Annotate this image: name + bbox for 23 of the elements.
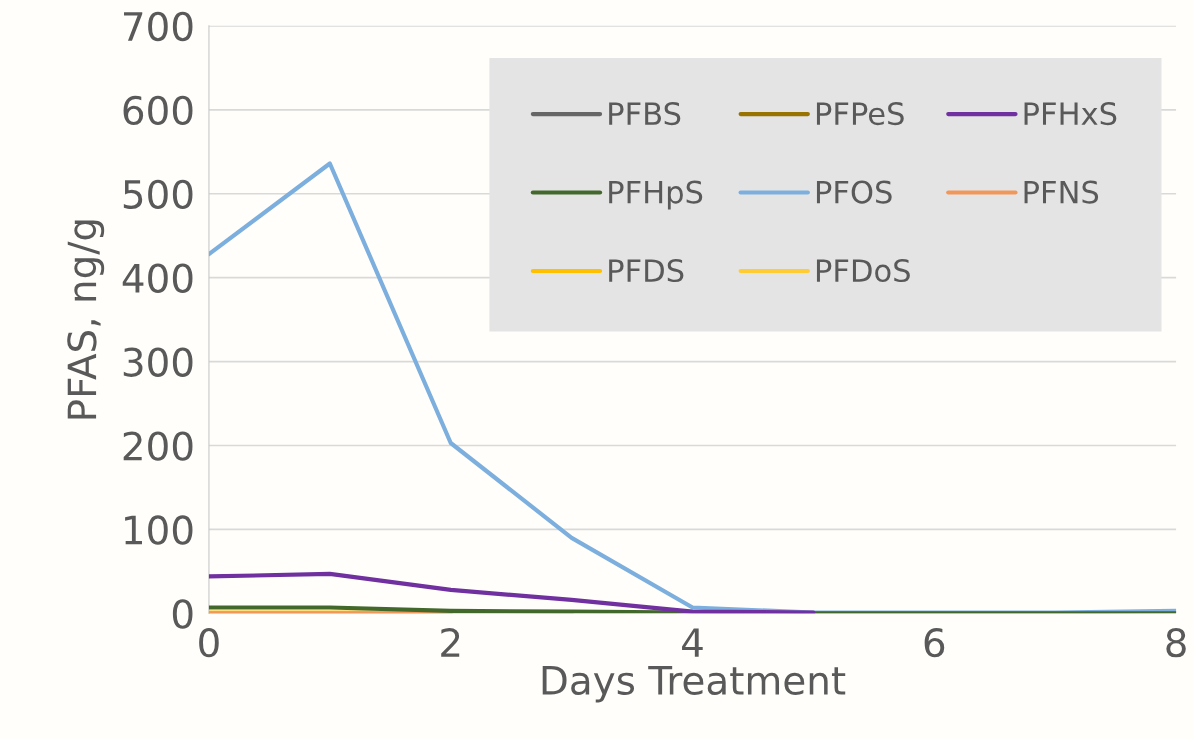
legend-label: PFNS [1024,180,1099,204]
legend-label: PFDS [609,259,684,283]
x-tick-label: 0 [199,627,219,658]
x-tick-label: 8 [1166,627,1186,658]
legend-label: PFPeS [816,102,904,126]
x-tick-label: 6 [924,627,945,658]
y-tick-label: 500 [123,179,193,210]
y-axis-title: PFAS, ng/g [67,220,105,419]
y-tick-label: 700 [124,11,193,42]
x-tick-label: 2 [441,627,460,657]
legend-label: PFDoS [816,259,910,283]
legend-label: PFHxS [1024,102,1117,126]
x-axis-title: Days Treatment [542,666,846,703]
y-tick-label: 300 [123,347,193,377]
x-tick-label: 4 [682,628,703,657]
legend-label: PFBS [609,102,681,126]
legend-label: PFHpS [609,180,703,210]
y-tick-label: 400 [122,263,193,293]
y-tick-label: 100 [125,515,193,545]
y-tick-label: 0 [172,599,193,629]
y-tick-label: 200 [123,431,193,461]
y-tick-label: 600 [123,95,193,126]
legend-label: PFOS [816,180,892,204]
